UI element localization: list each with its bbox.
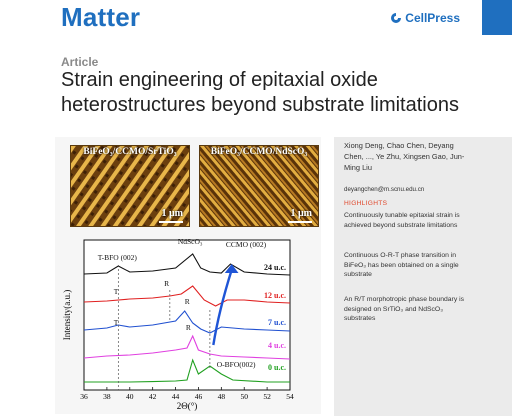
afm-image-ndsco3: BiFeO₃/CCMO/NdScO₃ 1 μm (199, 145, 319, 227)
article-title[interactable]: Strain engineering of epitaxial oxide he… (61, 69, 459, 116)
series-label: 7 u.c. (268, 318, 286, 327)
cellpress-logo[interactable]: CellPress (390, 11, 460, 25)
chart-annotation: T (114, 318, 119, 327)
afm-texture-right (200, 146, 318, 226)
journal-title: Matter (61, 2, 141, 32)
afm-label-right: BiFeO₃/CCMO/NdScO₃ (210, 147, 308, 157)
highlight-item: Continuous O-R-T phase transition in BiF… (344, 252, 459, 279)
chart-annotation: R (185, 297, 190, 306)
xrd-series-line (83, 310, 291, 334)
series-label: 4 u.c. (268, 341, 286, 350)
cellpress-icon (391, 13, 402, 23)
afm-scale-left: 1 μm (161, 208, 184, 219)
xrd-series-line (83, 285, 291, 307)
highlight-item: Continuously tunable epitaxial strain is… (344, 212, 460, 229)
highlights-title: HIGHLIGHTS (344, 200, 388, 207)
chart-annotation: R (186, 323, 191, 332)
x-tick-label: 52 (263, 392, 271, 401)
article-type-label: Article (61, 55, 99, 69)
afm-label-left: BiFeO₃/CCMO/SrTiO₃ (83, 147, 177, 157)
x-tick-label: 42 (149, 392, 157, 401)
x-tick-label: 46 (195, 392, 203, 401)
chart-annotation: T-BFO (002) (98, 253, 138, 262)
xrd-series-line (83, 253, 291, 276)
sidebar-summary (334, 137, 512, 416)
chart-annotation: CCMO (002) (226, 240, 267, 249)
x-tick-label: 40 (126, 392, 134, 401)
author-list[interactable]: Xiong Deng, Chao Chen, Deyang Chen, ...,… (344, 141, 465, 172)
xrd-chart: 36 38 40 42 44 46 48 50 52 54 2Θ(°) Intensity(a.u.)… (62, 237, 294, 411)
chart-annotation: NdScO₃ (178, 237, 203, 246)
brand-color-bar (482, 0, 512, 35)
shift-arrow (212, 269, 233, 346)
x-axis-label: 2Θ(°) (177, 401, 198, 411)
xrd-series-line (84, 358, 290, 383)
x-tick-label: 48 (218, 392, 226, 401)
x-tick-label: 50 (240, 392, 248, 401)
highlight-item: An R/T morphotropic phase boundary is de… (344, 296, 465, 323)
y-axis-label: Intensity(a.u.) (62, 290, 72, 340)
afm-texture-left (71, 146, 189, 226)
afm-scale-right: 1 μm (290, 208, 313, 219)
series-label: 0 u.c. (268, 363, 286, 372)
scale-bar-left (159, 221, 183, 223)
x-tick-label: 36 (80, 392, 88, 401)
chart-annotation: T (114, 287, 119, 296)
shift-arrowhead (224, 264, 239, 273)
chart-annotation: R (164, 279, 169, 288)
publisher-name: CellPress (405, 11, 460, 25)
scale-bar-right (288, 221, 312, 223)
x-tick-label: 44 (172, 392, 180, 401)
x-tick-label: 38 (103, 392, 111, 401)
series-label: 24 u.c. (264, 263, 286, 272)
afm-image-srtio3: BiFeO₃/CCMO/SrTiO₃ 1 μm (70, 145, 190, 227)
x-tick-label: 54 (286, 392, 294, 401)
xrd-series-line (83, 334, 291, 360)
corresponding-email[interactable]: deyangchen@m.scnu.edu.cn (344, 186, 425, 193)
series-label: 12 u.c. (264, 291, 286, 300)
chart-annotation: O-BFO(002) (217, 360, 256, 369)
